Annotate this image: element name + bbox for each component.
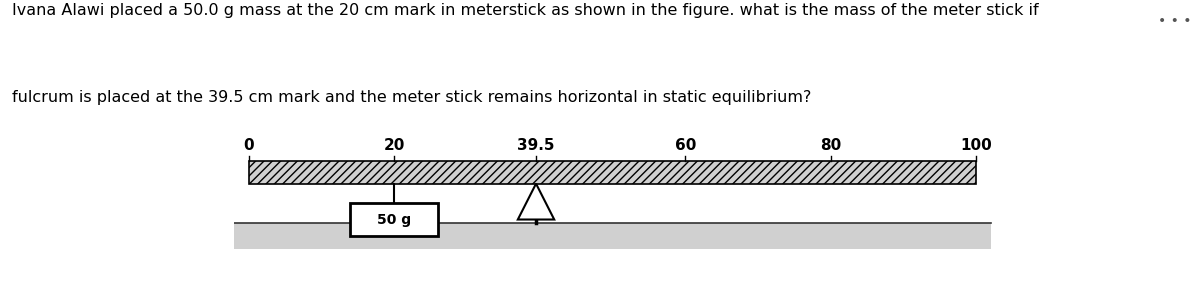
Polygon shape <box>518 184 554 219</box>
Text: 20: 20 <box>384 138 404 153</box>
Text: 0: 0 <box>244 138 254 153</box>
Text: fulcrum is placed at the 39.5 cm mark and the meter stick remains horizontal in : fulcrum is placed at the 39.5 cm mark an… <box>12 90 811 105</box>
Text: 60: 60 <box>674 138 696 153</box>
Text: Ivana Alawi placed a 50.0 g mass at the 20 cm mark in meterstick as shown in the: Ivana Alawi placed a 50.0 g mass at the … <box>12 3 1039 18</box>
Bar <box>234 223 991 249</box>
Text: 80: 80 <box>820 138 841 153</box>
Bar <box>248 161 977 184</box>
Text: 39.5: 39.5 <box>517 138 554 153</box>
Text: • • •: • • • <box>1158 14 1192 28</box>
Text: 100: 100 <box>960 138 992 153</box>
Bar <box>350 203 438 236</box>
Text: 50 g: 50 g <box>377 212 412 226</box>
